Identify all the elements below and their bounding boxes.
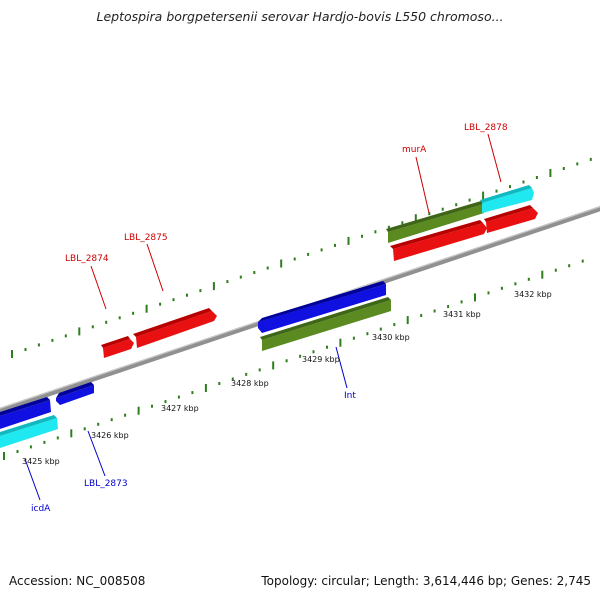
scale-label: 3427 kbp [161,404,199,413]
accession-text: Accession: NC_008508 [9,574,146,588]
gene-icda[interactable] [0,415,58,448]
label-lbl-2878: LBL_2878 [464,123,508,133]
scale-label: 3429 kbp [302,355,340,364]
gene-lbl-2873[interactable] [56,382,94,405]
leader-lbl-2873 [87,430,106,477]
label-lbl-2873: LBL_2873 [84,479,128,489]
scale-label: 3425 kbp [22,457,60,466]
gene-int[interactable] [260,297,391,351]
gene-lbl-2875[interactable] [133,308,217,348]
map-title: Leptospira borgpetersenii serovar Hardjo… [96,9,504,24]
leader-lbl-2874 [90,265,107,310]
label-lbl-2874: LBL_2874 [65,254,109,264]
leader-mura [415,156,430,214]
leader-lbl-2878 [487,133,502,183]
scale-label: 3430 kbp [372,333,410,342]
scale-label: 3432 kbp [514,290,552,299]
scale-label: 3426 kbp [91,431,129,440]
topology-summary: Topology: circular; Length: 3,614,446 bp… [261,574,591,588]
scale-label: 3431 kbp [443,310,481,319]
gene-lbl-2874[interactable] [101,336,134,358]
gene-icda-blue[interactable] [0,397,51,429]
label-mura: murA [402,145,427,155]
leader-icda [24,458,41,501]
label-lbl-2875: LBL_2875 [124,233,168,243]
label-icda: icdA [31,504,51,514]
gene-blue-int-region[interactable] [258,281,386,333]
gene-red-under-lbl-2878[interactable] [484,205,538,233]
gene-lbl-2878[interactable] [480,185,534,213]
lower-scale-dots [3,259,584,460]
label-int: Int [344,391,356,401]
gene-mura[interactable] [386,201,484,243]
upper-scale-dots [11,157,592,358]
scale-label: 3428 kbp [231,379,269,388]
leader-lbl-2875 [146,243,164,292]
leader-int [335,346,348,389]
gene-red-under-mura[interactable] [390,220,487,261]
